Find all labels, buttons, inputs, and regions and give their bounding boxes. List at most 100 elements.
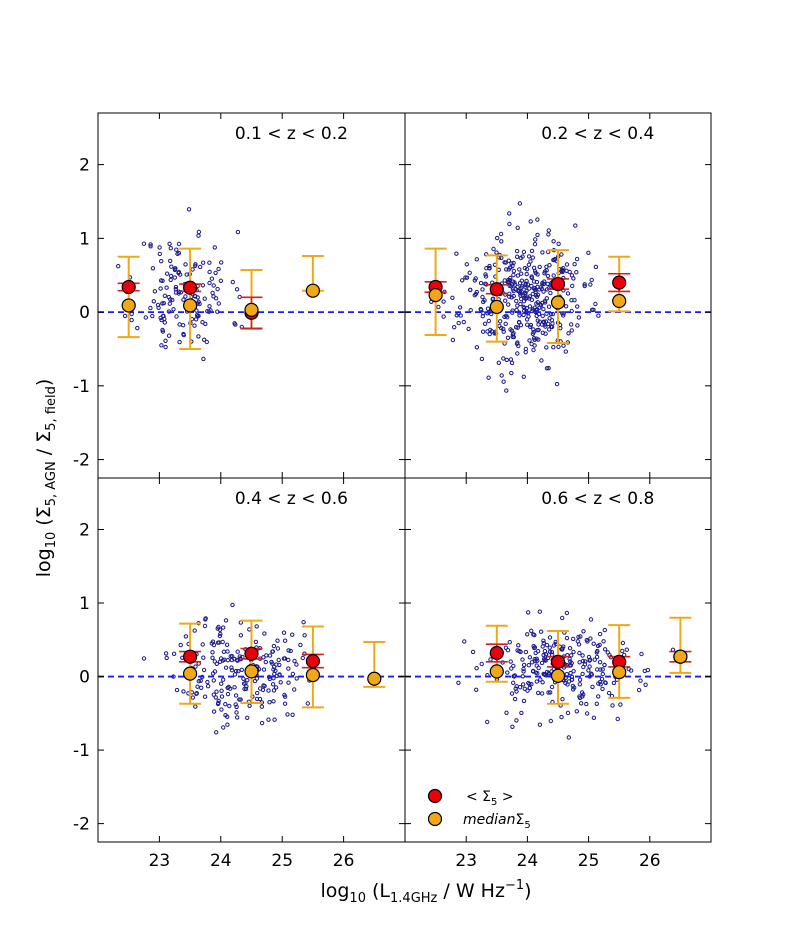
galaxy-point (207, 269, 212, 275)
galaxy-point (546, 228, 551, 233)
galaxy-point (286, 648, 291, 653)
galaxy-point (193, 317, 199, 322)
galaxy-point (539, 660, 545, 666)
galaxy-point (532, 337, 537, 342)
galaxy-point (168, 277, 173, 283)
galaxy-point (549, 649, 555, 655)
galaxy-point (481, 311, 486, 316)
galaxy-point (571, 669, 576, 674)
galaxy-point (474, 687, 479, 692)
panel-frame (404, 477, 712, 843)
galaxy-point (160, 313, 166, 319)
galaxy-point (161, 301, 167, 306)
galaxy-point (584, 701, 589, 707)
galaxy-point (234, 287, 240, 292)
galaxy-point (593, 264, 599, 270)
galaxy-point (534, 663, 539, 668)
galaxy-point (177, 339, 182, 345)
galaxy-point (531, 265, 537, 270)
galaxy-point (480, 329, 486, 334)
galaxy-point (281, 630, 287, 635)
galaxy-point (236, 669, 241, 674)
galaxy-point (531, 632, 536, 637)
galaxy-point (514, 248, 520, 254)
galaxy-point (529, 660, 535, 665)
galaxy-point (148, 305, 153, 311)
galaxy-point (535, 318, 540, 323)
galaxy-point (229, 657, 235, 663)
y-axis-label: log10 (Σ5, AGN / Σ5, field) (33, 379, 59, 578)
galaxy-point (527, 338, 532, 343)
galaxy-point (270, 682, 276, 687)
galaxy-point (464, 262, 469, 267)
panel-title: 0.2 < z < 0.4 (541, 124, 654, 144)
galaxy-point (603, 680, 608, 685)
galaxy-point (484, 266, 489, 271)
galaxy-point (255, 690, 260, 696)
galaxy-point (196, 679, 202, 684)
galaxy-point (531, 327, 536, 332)
galaxy-point (532, 343, 537, 348)
galaxy-point (546, 232, 551, 237)
galaxy-point (521, 299, 527, 304)
mean-point (183, 649, 198, 664)
galaxy-point (278, 680, 283, 685)
galaxy-point (485, 306, 491, 311)
galaxy-point (517, 267, 522, 272)
galaxy-point (196, 334, 201, 339)
galaxy-point (233, 693, 239, 698)
y-tick-label: -2 (73, 451, 90, 471)
galaxy-point (215, 626, 220, 631)
y-tick-label: -1 (73, 741, 90, 761)
galaxy-point (510, 724, 515, 729)
galaxy-point (587, 664, 592, 669)
galaxy-point (597, 660, 603, 665)
galaxy-point (537, 609, 542, 614)
galaxy-point (518, 649, 523, 655)
galaxy-point (548, 690, 553, 695)
galaxy-point (290, 632, 295, 637)
galaxy-point (538, 677, 543, 682)
panel-1: -2 -1 0 1 2 0.1 < z < 0.2 (73, 112, 406, 479)
median-point (428, 288, 443, 303)
galaxy-point (205, 684, 211, 689)
galaxy-point (639, 651, 644, 657)
galaxy-point (577, 660, 582, 665)
galaxy-point (230, 279, 236, 285)
galaxy-point (292, 687, 297, 692)
median-point (489, 299, 504, 315)
galaxy-point (520, 674, 525, 679)
galaxy-point (219, 688, 224, 693)
galaxy-point (122, 313, 128, 319)
galaxy-point (275, 646, 281, 651)
galaxy-point (282, 692, 287, 698)
galaxy-point (565, 291, 571, 296)
galaxy-point (221, 677, 226, 682)
galaxy-point (275, 638, 280, 643)
galaxy-point (192, 323, 197, 328)
galaxy-point (216, 301, 222, 306)
galaxy-point (510, 287, 516, 292)
galaxy-point (564, 635, 570, 641)
galaxy-point (509, 360, 515, 366)
galaxy-point (521, 662, 527, 668)
galaxy-point (507, 278, 512, 283)
galaxy-point (214, 689, 219, 694)
galaxy-point (230, 602, 235, 608)
galaxy-point (241, 676, 246, 681)
galaxy-point (535, 272, 540, 277)
galaxy-point (203, 616, 208, 621)
median-point (489, 664, 504, 679)
galaxy-point (148, 242, 153, 247)
galaxy-point (183, 634, 189, 639)
galaxy-point (509, 691, 515, 696)
galaxy-point (486, 318, 492, 324)
galaxy-point (560, 646, 565, 651)
galaxy-point (159, 343, 164, 348)
galaxy-point (536, 322, 541, 327)
median-point (305, 667, 320, 683)
galaxy-point (259, 704, 265, 709)
galaxy-point (511, 680, 516, 685)
galaxy-point (569, 322, 574, 327)
